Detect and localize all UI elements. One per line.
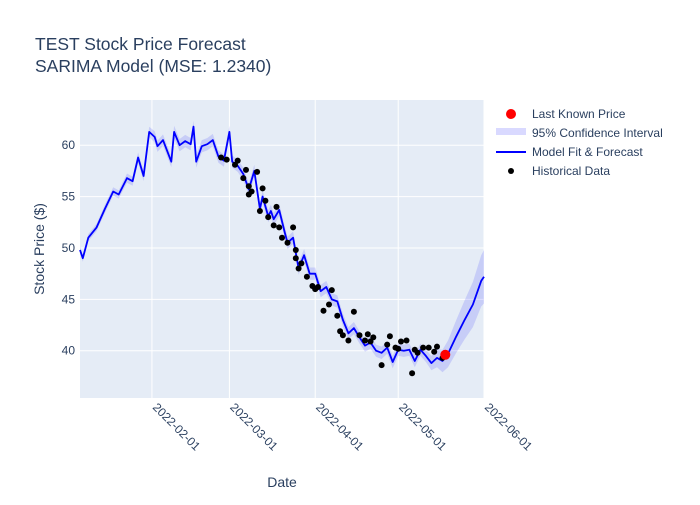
historical-point	[273, 203, 280, 210]
historical-point	[223, 156, 230, 163]
historical-point	[378, 362, 385, 369]
historical-point	[270, 222, 277, 229]
historical-point	[248, 188, 255, 195]
confidence-legend-swatch	[496, 128, 526, 135]
last-known-point	[440, 349, 451, 360]
x-tick-labels: 2022-02-01 2022-03-01 2022-04-01 2022-05-01…	[150, 400, 536, 454]
historical-point	[384, 341, 391, 348]
historical-point	[326, 301, 332, 308]
historical-point	[303, 273, 310, 280]
legend-label-historical: Historical Data	[532, 164, 610, 178]
legend-label-last-known: Last Known Price	[532, 107, 626, 121]
y-tick-labels: 40 45 50 55 60	[62, 138, 76, 358]
historical-point	[398, 338, 404, 345]
historical-point	[409, 370, 416, 377]
last-known-legend-marker	[506, 109, 516, 119]
historical-point	[292, 255, 299, 262]
historical-point	[350, 308, 357, 315]
historical-point	[284, 239, 291, 246]
y-tick-label: 55	[62, 190, 76, 204]
historical-point	[276, 224, 283, 231]
x-tick-label: 2022-05-01	[396, 400, 450, 454]
chart-title: TEST Stock Price Forecast	[35, 34, 246, 54]
historical-point	[328, 287, 335, 294]
grid-lines	[80, 100, 485, 398]
historical-point	[425, 344, 432, 351]
fit-line-layer	[79, 125, 485, 365]
historical-point	[218, 154, 225, 161]
historical-point	[295, 265, 302, 272]
historical-point	[356, 332, 363, 339]
historical-point	[403, 337, 410, 344]
historical-point	[243, 166, 249, 173]
historical-point	[298, 260, 305, 267]
historical-point	[362, 337, 368, 344]
historical-point	[370, 334, 377, 341]
historical-point	[414, 349, 421, 356]
last-known-layer	[440, 349, 451, 360]
historical-point	[279, 234, 285, 241]
historical-legend-marker	[508, 168, 514, 174]
legend-item-confidence[interactable]: 95% Confidence Interval	[496, 126, 663, 140]
legend-item-last-known[interactable]: Last Known Price	[506, 107, 626, 121]
x-tick-label: 2022-03-01	[227, 400, 281, 454]
fit-forecast-line	[79, 125, 485, 365]
y-tick-label: 60	[62, 138, 76, 152]
legend[interactable]: Last Known Price 95% Confidence Interval…	[496, 107, 663, 178]
historical-points-layer	[218, 154, 446, 377]
legend-label-confidence: 95% Confidence Interval	[532, 126, 663, 140]
y-axis-title: Stock Price ($)	[31, 203, 47, 295]
historical-point	[320, 307, 327, 314]
x-tick-label: 2022-06-01	[482, 400, 536, 454]
chart-subtitle: SARIMA Model (MSE: 1.2340)	[35, 56, 271, 76]
x-tick-label: 2022-04-01	[313, 400, 367, 454]
historical-point	[290, 224, 297, 231]
historical-point	[240, 175, 247, 182]
historical-point	[259, 185, 266, 192]
historical-point	[431, 348, 438, 355]
historical-point	[345, 337, 352, 344]
historical-point	[292, 247, 299, 253]
x-axis-title: Date	[267, 474, 297, 490]
historical-point	[364, 331, 371, 338]
historical-point	[434, 343, 440, 350]
historical-point	[315, 284, 321, 290]
historical-point	[254, 168, 261, 175]
historical-point	[420, 344, 427, 351]
historical-point	[265, 214, 272, 221]
legend-label-fit: Model Fit & Forecast	[532, 145, 643, 159]
historical-point	[334, 312, 341, 319]
historical-point	[339, 332, 346, 339]
y-tick-label: 50	[62, 241, 76, 255]
legend-item-historical[interactable]: Historical Data	[508, 164, 610, 178]
y-tick-label: 45	[62, 292, 76, 306]
x-tick-label: 2022-02-01	[150, 400, 204, 454]
historical-point	[256, 208, 263, 214]
historical-point	[245, 183, 252, 190]
y-tick-label: 40	[62, 344, 76, 358]
historical-point	[395, 345, 402, 352]
historical-point	[386, 333, 393, 340]
legend-item-fit[interactable]: Model Fit & Forecast	[496, 145, 643, 159]
historical-point	[234, 157, 241, 164]
historical-point	[262, 197, 269, 204]
